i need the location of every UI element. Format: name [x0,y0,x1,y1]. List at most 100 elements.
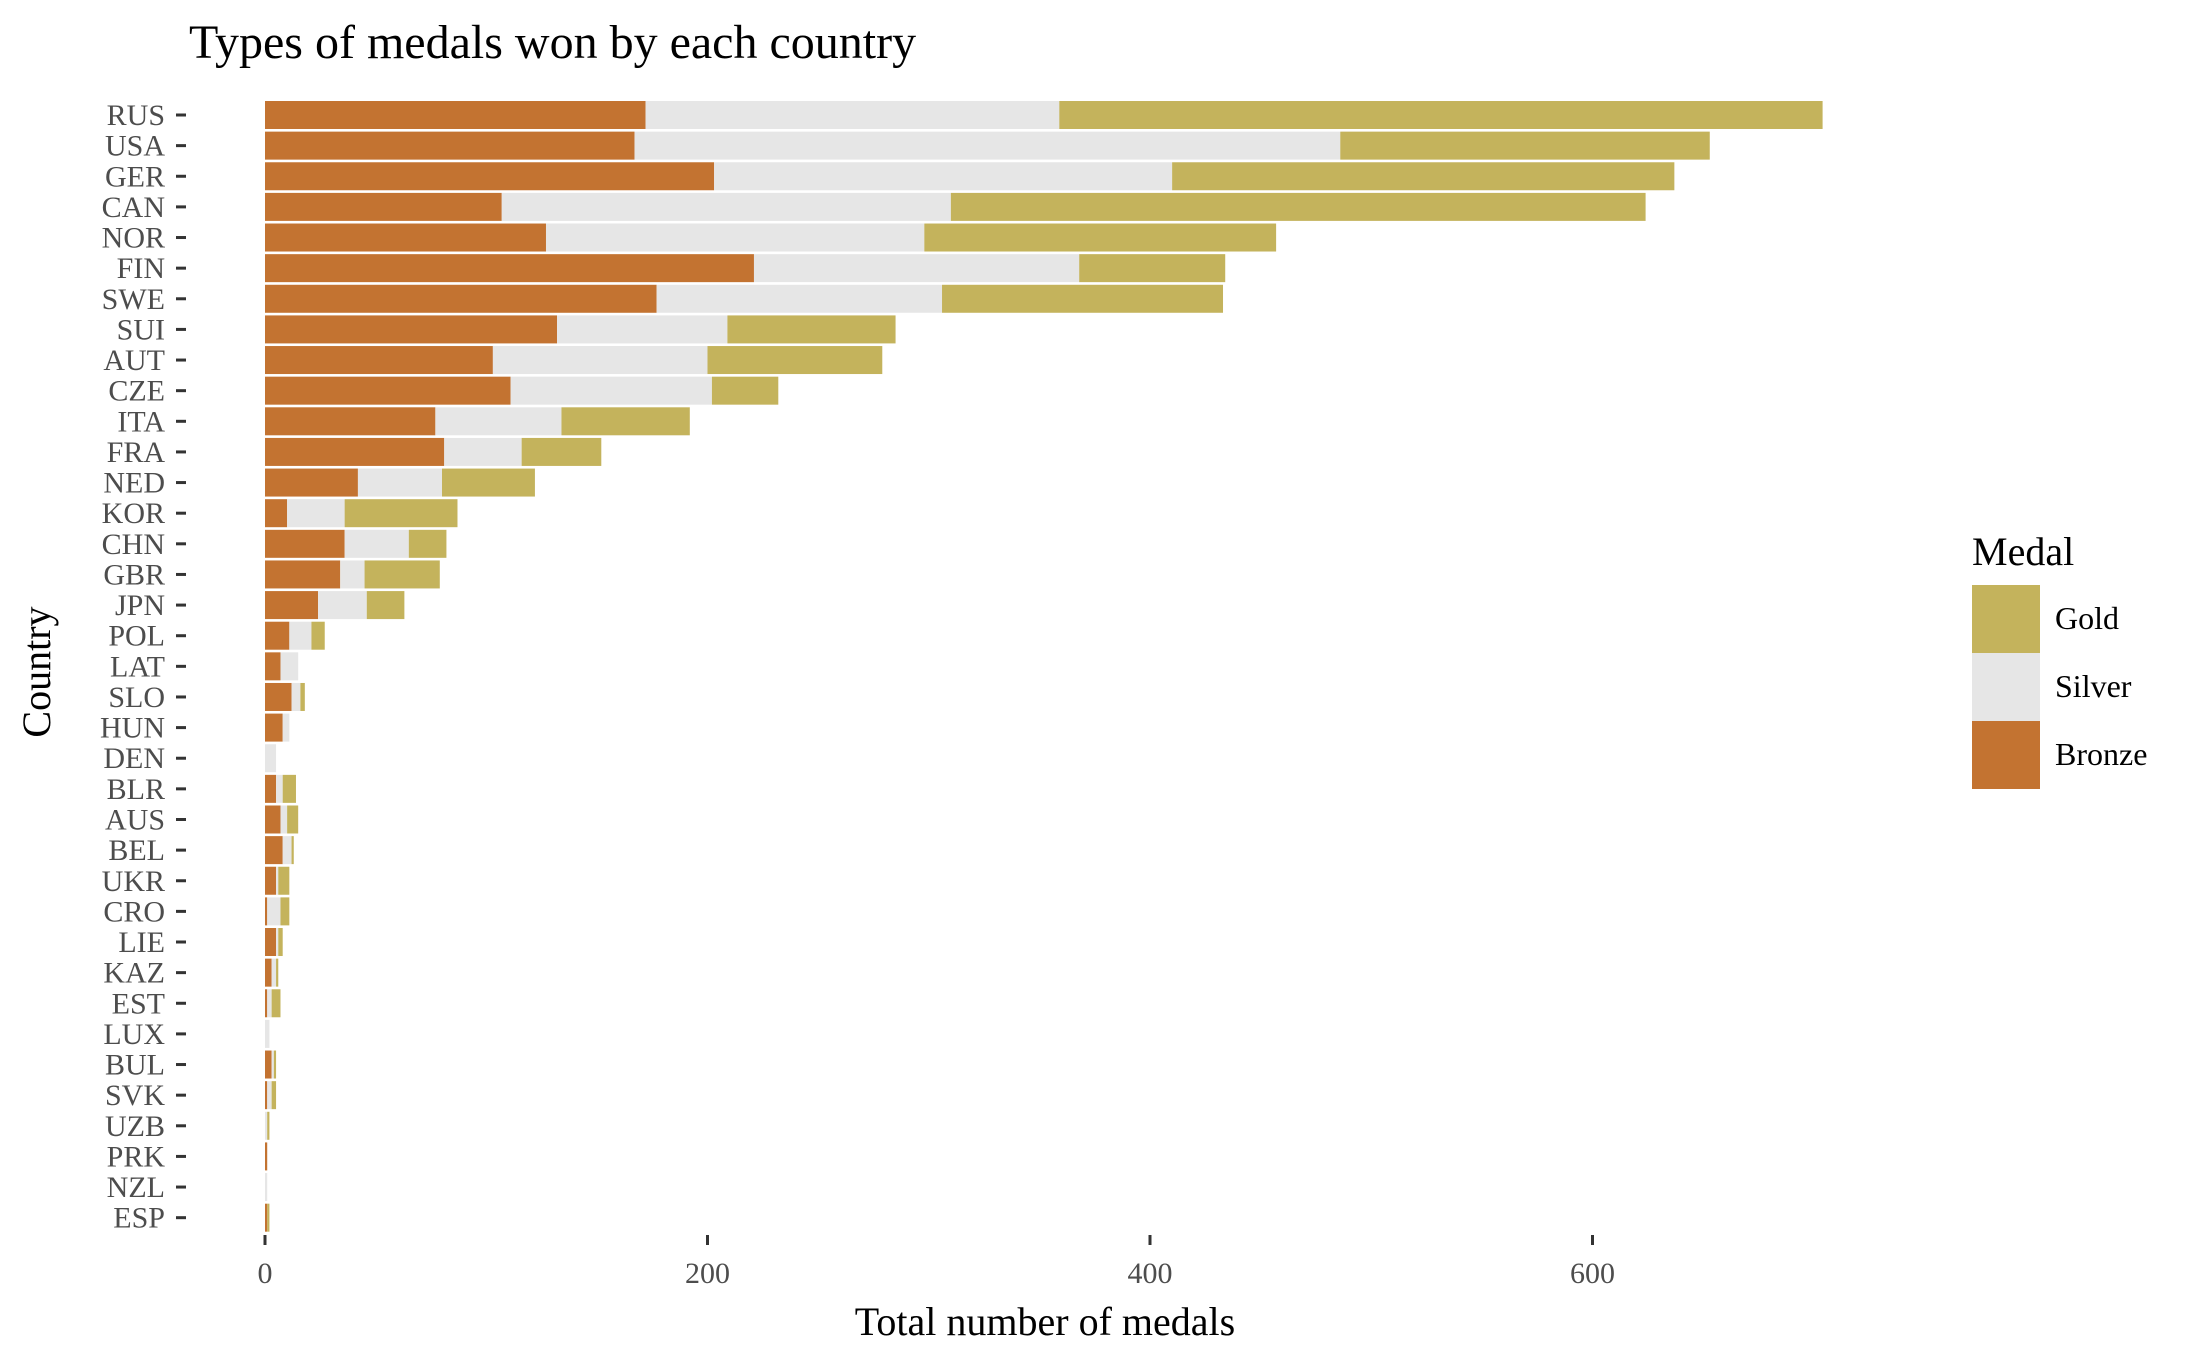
bar-blr-bronze [265,774,277,803]
bar-bel-bronze [265,836,283,865]
y-tick-label-ita: ITA [117,405,165,438]
bar-ita-gold [561,407,690,436]
y-tick-label-lie: LIE [118,926,165,959]
bar-cro-bronze [265,897,268,926]
y-axis: RUSUSAGERCANNORFINSWESUIAUTCZEITAFRANEDK… [100,99,186,1235]
bar-aut-bronze [265,346,493,375]
x-axis-label: Total number of medals [855,1299,1235,1344]
bar-chn-silver [344,529,409,558]
bar-pol-silver [289,621,312,650]
legend-key-gold [1972,585,2040,653]
bar-den-silver [265,744,277,773]
bar-uzb-gold [267,1111,270,1140]
bar-kaz-gold [276,958,279,987]
bar-can-bronze [265,192,502,221]
bar-nor-bronze [265,223,546,252]
bar-sui-gold [727,315,896,344]
bar-aut-gold [707,346,883,375]
y-tick-label-fra: FRA [107,436,166,469]
y-tick-label-prk: PRK [107,1140,166,1173]
bar-est-bronze [265,989,268,1018]
bar-lat-bronze [265,652,281,681]
bar-ita-bronze [265,407,436,436]
y-tick-label-den: DEN [103,742,165,775]
bar-bul-silver [271,1050,274,1079]
bar-kaz-silver [271,958,277,987]
bar-svk-gold [271,1081,277,1110]
y-tick-label-cze: CZE [108,375,165,408]
bar-lux-silver [265,1019,270,1048]
bar-swe-gold [942,284,1224,313]
bar-kaz-bronze [265,958,272,987]
y-tick-label-cro: CRO [103,895,165,928]
bar-jpn-bronze [265,591,319,620]
y-tick-label-nzl: NZL [107,1171,165,1204]
bar-fra-silver [444,437,522,466]
bar-jpn-gold [366,591,405,620]
y-tick-label-ned: NED [103,467,165,500]
bar-slo-silver [291,682,301,711]
bar-cro-gold [280,897,290,926]
bar-blr-silver [276,774,283,803]
legend-title: Medal [1972,529,2074,574]
bar-pol-gold [311,621,325,650]
bar-ger-silver [714,162,1173,191]
y-tick-label-kaz: KAZ [103,957,165,990]
y-tick-label-esp: ESP [113,1202,165,1235]
bar-ita-silver [435,407,562,436]
bar-gbr-silver [340,560,365,589]
y-tick-label-can: CAN [102,191,165,224]
bar-fra-bronze [265,437,445,466]
y-tick-label-aut: AUT [103,344,165,377]
bar-esp-gold [267,1203,270,1232]
bar-pol-bronze [265,621,290,650]
bar-ukr-silver [276,866,279,895]
y-tick-label-swe: SWE [102,283,165,316]
y-tick-label-chn: CHN [102,528,165,561]
legend-key-bronze [1972,721,2040,789]
bar-jpn-silver [318,591,367,620]
legend-label-gold: Gold [2055,600,2119,636]
y-tick-label-lux: LUX [103,1018,165,1051]
x-tick-label-400: 400 [1128,1257,1173,1290]
legend-key-silver [1972,653,2040,721]
bar-lat-silver [280,652,299,681]
bar-rus-bronze [265,101,646,129]
y-tick-label-ger: GER [105,160,165,193]
bar-kor-bronze [265,499,288,528]
bar-swe-bronze [265,284,657,313]
bar-kor-gold [344,499,458,528]
bar-nzl-silver [265,1173,268,1202]
y-tick-label-fin: FIN [117,252,165,285]
bar-bel-gold [291,836,294,865]
bar-nor-silver [545,223,925,252]
bar-can-silver [501,192,951,221]
y-tick-label-usa: USA [105,130,165,163]
bar-hun-silver [282,713,290,742]
bar-ukr-gold [278,866,290,895]
bars-layer [265,101,1823,1232]
y-tick-label-jpn: JPN [115,589,165,622]
y-tick-label-blr: BLR [107,773,165,806]
y-tick-label-bel: BEL [108,834,165,867]
legend: Medal Gold Silver Bronze [1972,529,2147,789]
bar-cze-silver [510,376,712,405]
bar-fra-gold [521,437,602,466]
bar-cze-gold [711,376,779,405]
bar-est-gold [271,989,281,1018]
bar-usa-bronze [265,131,635,160]
y-tick-label-hun: HUN [100,712,165,745]
bar-slo-gold [300,682,305,711]
bar-cze-bronze [265,376,511,405]
legend-label-silver: Silver [2055,668,2132,704]
bar-uzb-silver [265,1111,268,1140]
legend-label-bronze: Bronze [2055,736,2147,772]
y-tick-label-ukr: UKR [102,865,165,898]
bar-can-gold [950,192,1646,221]
bar-ned-bronze [265,468,358,497]
y-tick-label-lat: LAT [110,650,165,683]
bar-bul-gold [273,1050,277,1079]
bar-cro-silver [267,897,281,926]
bar-aus-gold [287,805,299,834]
